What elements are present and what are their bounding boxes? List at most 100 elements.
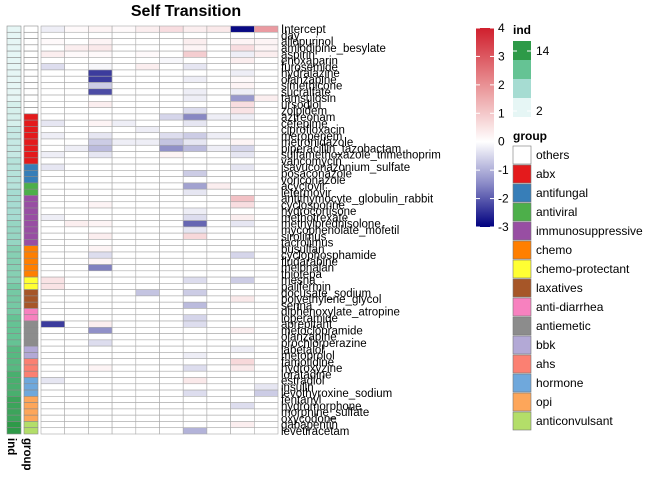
heatmap-cell — [159, 326, 184, 334]
heatmap-cell — [40, 396, 66, 403]
heatmap-cell — [159, 182, 184, 190]
group-legend-label: ahs — [536, 357, 555, 371]
heatmap-cell — [40, 289, 66, 297]
heatmap-cell — [182, 295, 208, 303]
heatmap-cell — [159, 308, 184, 316]
heatmap-cell — [64, 276, 89, 284]
group-annotation-cell — [23, 276, 39, 284]
heatmap-cell — [230, 38, 255, 46]
heatmap-cell — [206, 132, 231, 140]
heatmap-cell — [159, 188, 184, 196]
heatmap-cell — [206, 377, 231, 385]
heatmap-cell — [40, 226, 66, 234]
heatmap-cell — [64, 101, 89, 108]
heatmap-cell — [40, 245, 66, 253]
group-annotation-cell — [23, 345, 39, 353]
heatmap-cell — [64, 270, 89, 278]
row-label: tacrolimus — [281, 238, 334, 250]
heatmap-cell — [254, 377, 279, 385]
heatmap-cell — [40, 57, 66, 64]
heatmap-cell — [254, 188, 279, 196]
heatmap-cell — [254, 232, 279, 240]
heatmap-cell — [254, 144, 279, 152]
heatmap-cell — [88, 69, 113, 77]
heatmap-cell — [254, 308, 279, 316]
ind-annotation-bar — [6, 25, 22, 435]
group-annotation-cell — [23, 270, 39, 278]
group-annotation-cell — [23, 163, 39, 171]
group-annotation-cell — [23, 295, 39, 303]
row-label: gabapentin — [281, 420, 338, 432]
heatmap-cell — [230, 402, 255, 410]
heatmap-cell — [230, 201, 255, 209]
ind-legend-label: 2 — [536, 104, 543, 118]
heatmap-cell — [40, 333, 66, 341]
heatmap-cell — [182, 408, 208, 416]
heatmap-cell — [135, 176, 160, 184]
heatmap-cell — [206, 44, 231, 52]
heatmap-cell — [64, 207, 89, 215]
heatmap-cell — [182, 201, 208, 209]
heatmap-cell — [230, 119, 255, 127]
heatmap-cell — [135, 82, 160, 90]
row-label: diphenoxylate_atropine — [281, 307, 400, 319]
heatmap-cell — [135, 226, 160, 234]
heatmap-cell — [40, 377, 66, 385]
heatmap-cell — [64, 63, 89, 71]
heatmap-cell — [182, 257, 208, 265]
heatmap-cell — [254, 182, 279, 190]
heatmap-cell — [230, 207, 255, 215]
heatmap-cell — [88, 50, 113, 58]
ind-annotation-cell — [6, 94, 22, 102]
heatmap-cell — [135, 239, 160, 246]
row-label: ursodiol — [281, 99, 321, 111]
heatmap-cell — [182, 276, 208, 284]
heatmap-cell — [40, 195, 66, 203]
group-annotation-cell — [23, 339, 39, 347]
heatmap-cell — [64, 301, 89, 309]
heatmap-cell — [254, 138, 279, 146]
heatmap-cell — [64, 308, 89, 316]
row-label: polyethylene_glycol — [281, 294, 381, 306]
heatmap-cell — [88, 283, 113, 290]
heatmap-cell — [254, 44, 279, 52]
heatmap-cell — [254, 57, 279, 64]
heatmap-cell — [111, 226, 137, 234]
group-legend-swatch — [512, 221, 532, 241]
heatmap-cell — [159, 119, 184, 127]
group-annotation-cell — [23, 245, 39, 253]
group-annotation-cell — [23, 188, 39, 196]
heatmap-cell — [206, 345, 231, 353]
ind-legend-swatch — [513, 60, 531, 79]
heatmap-cell — [40, 389, 66, 397]
heatmap-cell — [135, 144, 160, 152]
heatmap-cell — [182, 195, 208, 203]
heatmap-cell — [111, 176, 137, 184]
heatmap-cell — [88, 427, 113, 435]
heatmap-cell — [135, 207, 160, 215]
heatmap-cell — [135, 301, 160, 309]
heatmap-cell — [88, 333, 113, 341]
group-annotation-cell — [23, 157, 39, 165]
heatmap-cell — [159, 201, 184, 209]
ind-annotation-cell — [6, 239, 22, 246]
heatmap-cell — [40, 188, 66, 196]
heatmap-cell — [182, 101, 208, 108]
heatmap-cell — [40, 408, 66, 416]
heatmap-cell — [182, 107, 208, 115]
heatmap-cell — [135, 377, 160, 385]
heatmap-cell — [135, 257, 160, 265]
heatmap-cell — [206, 245, 231, 253]
heatmap-cell — [159, 270, 184, 278]
heatmap-cell — [111, 289, 137, 297]
heatmap-cell — [182, 57, 208, 64]
row-label: amlodipine_besylate — [281, 43, 386, 55]
heatmap-cell — [182, 358, 208, 366]
heatmap-cell — [159, 44, 184, 52]
heatmap-cell — [64, 257, 89, 265]
group-legend-swatch — [512, 297, 532, 317]
heatmap-cell — [254, 88, 279, 96]
row-label: thiotepa — [281, 269, 323, 281]
heatmap-cell — [135, 232, 160, 240]
heatmap-cell — [88, 251, 113, 259]
